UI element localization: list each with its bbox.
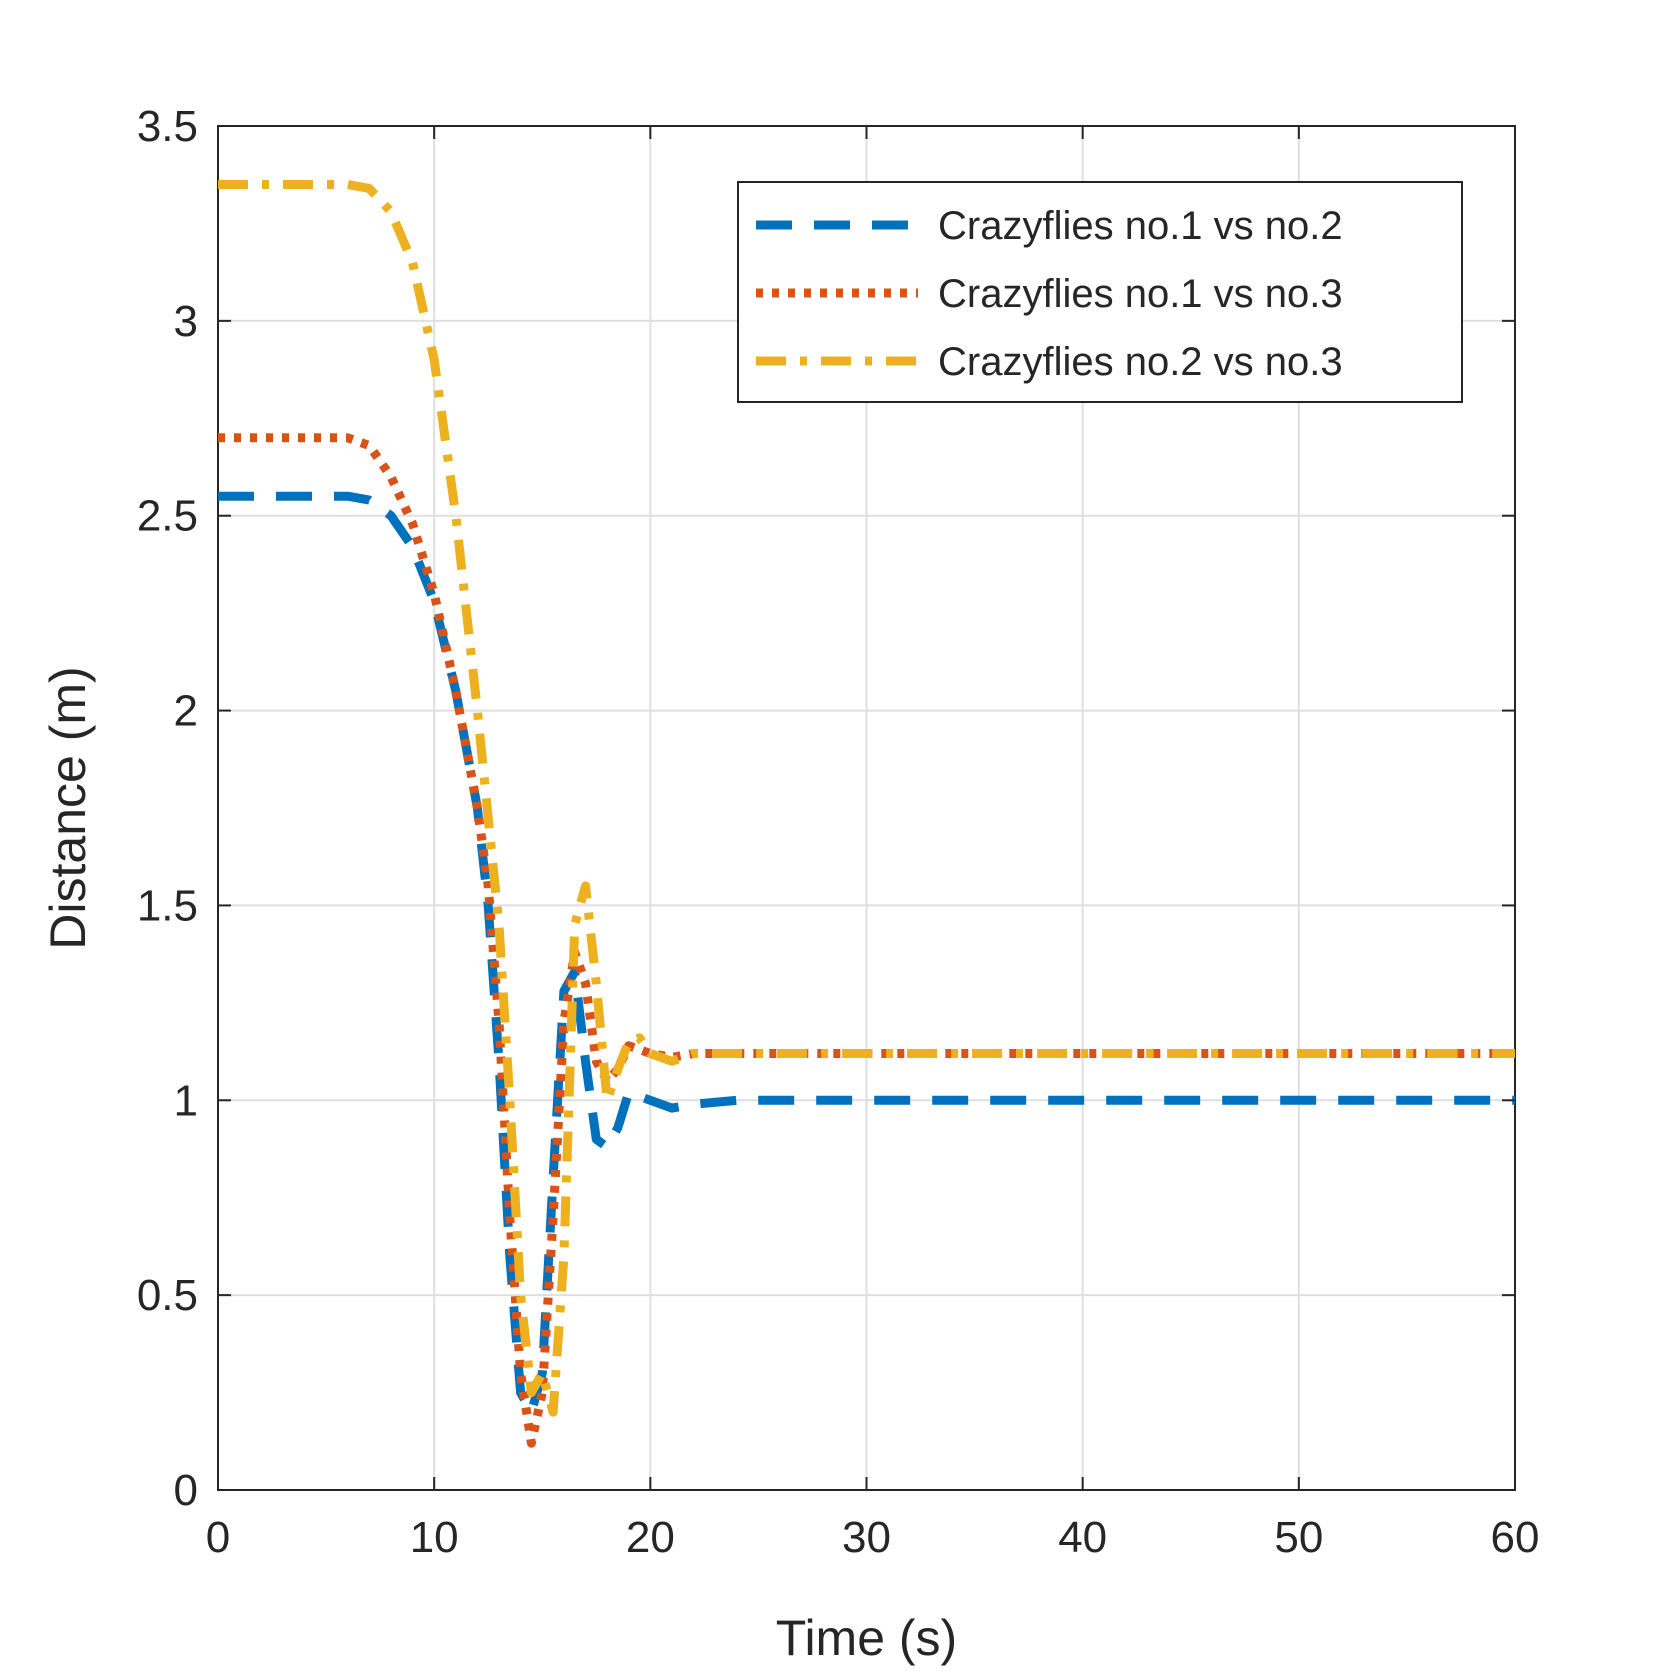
series-group (218, 180, 1515, 1448)
series-line-2 (218, 433, 1515, 1448)
x-tick-label: 60 (1491, 1513, 1540, 1562)
y-tick-label: 2 (174, 687, 198, 736)
x-tick-label: 10 (410, 1513, 459, 1562)
y-tick-label: 0 (174, 1466, 198, 1515)
legend-label: Crazyflies no.1 vs no.3 (938, 272, 1343, 316)
y-tick-label: 2.5 (137, 492, 198, 541)
legend: Crazyflies no.1 vs no.2 Crazyflies no.1 v… (737, 181, 1463, 403)
y-tick-label: 3.5 (137, 102, 198, 151)
y-tick-label: 3 (174, 297, 198, 346)
x-tick-label: 40 (1058, 1513, 1107, 1562)
legend-label: Crazyflies no.1 vs no.2 (938, 204, 1343, 248)
x-tick-label: 0 (206, 1513, 230, 1562)
y-axis-label: Distance (m) (40, 666, 96, 949)
x-tick-label: 20 (626, 1513, 675, 1562)
legend-items: Crazyflies no.1 vs no.2 Crazyflies no.1 v… (756, 204, 1343, 384)
series-line-3 (218, 180, 1515, 1417)
y-tick-label: 0.5 (137, 1271, 198, 1320)
legend-item: Crazyflies no.1 vs no.3 (756, 272, 1343, 316)
series-line-1 (218, 491, 1515, 1417)
axis-ticks: 0 10 20 30 40 50 60 0 0.5 1 1.5 2 2.5 3 3.5 (137, 102, 1540, 1562)
x-tick-label: 50 (1274, 1513, 1323, 1562)
legend-item: Crazyflies no.1 vs no.2 (756, 204, 1343, 248)
legend-item: Crazyflies no.2 vs no.3 (756, 340, 1343, 384)
legend-label: Crazyflies no.2 vs no.3 (938, 340, 1343, 384)
x-axis-label: Time (s) (776, 1610, 957, 1666)
y-tick-label: 1 (174, 1076, 198, 1125)
y-tick-label: 1.5 (137, 881, 198, 930)
x-tick-label: 30 (842, 1513, 891, 1562)
